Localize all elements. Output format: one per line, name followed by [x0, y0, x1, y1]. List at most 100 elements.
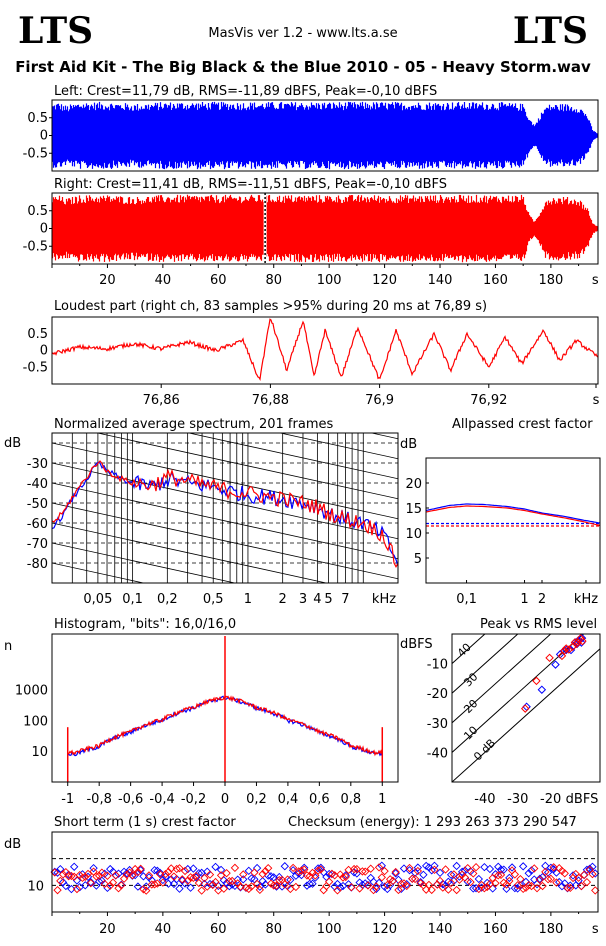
shortcrest-point-left	[502, 884, 511, 894]
histogram-xtick-label: -0,4	[149, 792, 174, 807]
waveform-panel-1: Right: Crest=11,41 dB, RMS=-11,51 dBFS, …	[23, 177, 599, 288]
shortcrest-point-right	[53, 885, 62, 895]
crest-right	[425, 505, 601, 527]
shortcrest-point-left	[535, 874, 544, 883]
shortcrest-point-right	[136, 864, 145, 873]
shortcrest-point-right	[128, 870, 137, 880]
shortcrest-point-right	[125, 868, 134, 877]
shortcrest-point-right	[424, 880, 434, 890]
shortcrest-ytick-label: 10	[27, 879, 44, 894]
shortcrest-point-right	[208, 880, 217, 890]
shortcrest-point-right	[430, 865, 439, 874]
waveform-ytick-label: 0	[40, 222, 48, 237]
shortcrest-point-left	[405, 866, 414, 875]
shortcrest-xtick-label: 160	[483, 922, 508, 937]
shortcrest-point-right	[94, 871, 104, 880]
shortcrest-xtick-label: 80	[265, 922, 282, 937]
spectrum-xtick-label: 4	[313, 592, 321, 607]
shortcrest-point-left	[516, 881, 525, 890]
shortcrest-point-right	[72, 884, 82, 894]
shortcrest-point-right	[222, 868, 231, 878]
shortcrest-point-right	[516, 875, 525, 884]
shortcrest-point-right	[236, 882, 245, 891]
waveform-xtick-label: 60	[210, 273, 227, 288]
shortcrest-point-right	[272, 881, 281, 890]
shortcrest-point-right	[349, 864, 359, 874]
lts-logo-right: LTS	[512, 10, 588, 52]
spectrum-ytick-label: -60	[27, 517, 48, 532]
shortcrest-point-left	[496, 865, 506, 874]
loudest-xtick-label: 76,86	[143, 393, 180, 408]
shortcrest-point-left	[86, 878, 95, 887]
peakrms-xtick-label: dBFS	[566, 792, 599, 807]
shortcrest-point-right	[230, 863, 240, 873]
loudest-ytick-label: -0.5	[23, 360, 48, 375]
shortcrest-point-right	[158, 878, 168, 887]
shortcrest-point-right	[546, 874, 556, 883]
shortcrest-point-left	[225, 881, 234, 891]
shortcrest-point-left	[527, 866, 536, 875]
waveform-xtick-label: 100	[317, 273, 342, 288]
shortcrest-point-left	[419, 870, 428, 879]
loudest-panel: Loudest part (right ch, 83 samples >95% …	[23, 299, 600, 408]
shortcrest-point-right	[380, 866, 389, 876]
shortcrest-point-right	[435, 876, 445, 886]
spectrum-xtick-label: 2	[279, 592, 287, 607]
shortcrest-point-right	[433, 880, 442, 889]
shortcrest-point-right	[56, 876, 65, 886]
loudest-xtick-label: 76,88	[252, 393, 289, 408]
shortcrest-point-left	[186, 883, 195, 892]
shortcrest-point-right	[180, 866, 190, 876]
shortcrest-point-right	[588, 869, 597, 879]
shortcrest-point-left	[158, 875, 168, 885]
shortcrest-point-right	[560, 869, 569, 878]
shortcrest-title: Short term (1 s) crest factor	[54, 815, 236, 830]
loudest-series	[51, 318, 599, 381]
shortcrest-point-right	[194, 878, 204, 888]
shortcrest-point-right	[502, 880, 511, 889]
shortcrest-point-right	[175, 864, 184, 873]
loudest-ytick-label: 0	[40, 344, 48, 359]
shortcrest-point-left	[361, 879, 370, 888]
shortcrest-point-right	[330, 871, 339, 880]
shortcrest-point-left	[494, 862, 503, 871]
shortcrest-point-right	[469, 869, 478, 878]
shortcrest-point-right	[385, 875, 395, 884]
shortcrest-point-right	[191, 871, 201, 881]
shortcrest-point-right	[197, 886, 206, 895]
shortcrest-point-left	[280, 862, 289, 871]
shortcrest-point-left	[216, 865, 226, 875]
shortcrest-point-right	[574, 873, 583, 882]
histogram-ylabel: n	[4, 639, 12, 654]
shortcrest-point-left	[277, 882, 287, 891]
shortcrest-point-right	[566, 883, 575, 893]
crest-panel: Allpassed crest factor dB 20 15 10 5 0,1 1 2 kHz	[400, 417, 601, 607]
shortcrest-point-left	[416, 877, 425, 887]
shortcrest-point-right	[142, 886, 151, 895]
shortcrest-point-left	[521, 877, 531, 887]
spectrum-xtick-label: 0,05	[83, 592, 112, 607]
shortcrest-point-left	[261, 880, 270, 889]
histogram-xtick-label: -0,8	[86, 792, 111, 807]
shortcrest-point-right	[591, 886, 600, 895]
crest-xtick-label: 0,1	[456, 592, 477, 607]
peakrms-ytick-label: -30	[427, 717, 448, 732]
shortcrest-point-right	[227, 876, 237, 886]
spectrum-xtick-label: 3	[299, 592, 307, 607]
shortcrest-point-left	[308, 879, 317, 888]
shortcrest-panel: Short term (1 s) crest factor Checksum (e…	[4, 815, 600, 937]
shortcrest-point-right	[377, 873, 386, 882]
crest-ytick-label: 10	[405, 527, 422, 542]
shortcrest-point-left	[499, 865, 508, 874]
shortcrest-point-left	[97, 876, 107, 885]
peakrms-point-right	[532, 676, 541, 686]
shortcrest-point-left	[524, 869, 533, 878]
lts-logo-left: LTS	[18, 10, 94, 52]
shortcrest-point-left	[585, 864, 594, 873]
shortcrest-point-left	[344, 880, 353, 889]
shortcrest-point-left	[300, 863, 309, 872]
shortcrest-point-left	[574, 876, 583, 885]
shortcrest-point-right	[577, 881, 586, 891]
shortcrest-point-right	[366, 864, 375, 873]
shortcrest-point-right	[333, 886, 342, 895]
